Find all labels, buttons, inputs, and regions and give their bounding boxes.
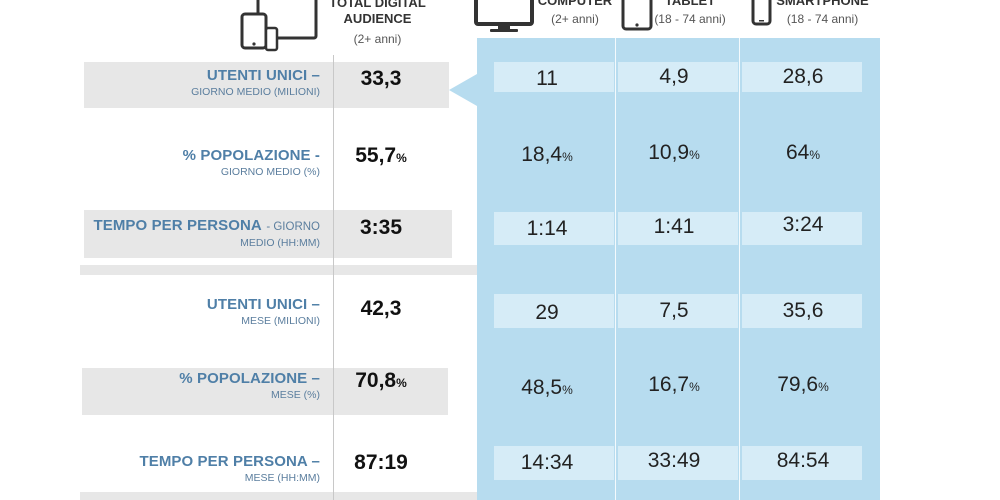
panel-divider-1	[615, 38, 616, 500]
monitor-icon	[474, 0, 534, 32]
total-value-2: 55,7%	[355, 144, 407, 167]
tablet-value-3: 1:41	[653, 215, 695, 238]
row-label-5: % POPOLAZIONE – MESE (%)	[40, 371, 320, 403]
computer-title: COMPUTER	[537, 0, 613, 8]
tablet-value-6: 33:49	[647, 449, 701, 472]
panel-divider-2	[739, 38, 740, 500]
row-label-5-main: % POPOLAZIONE –	[179, 370, 320, 387]
smartphone-title: SMARTPHONE	[776, 0, 869, 8]
row-label-6: TEMPO PER PERSONA – MESE (HH:MM)	[40, 454, 320, 486]
row-label-3: TEMPO PER PERSONA - GIORNO MEDIO (HH:MM)	[40, 218, 320, 251]
tablet-value-4: 7,5	[659, 299, 689, 322]
cell-bg-r1-c1	[494, 62, 614, 92]
cell-bg-r4-c1	[494, 294, 614, 328]
row-label-6-main: TEMPO PER PERSONA –	[139, 453, 320, 470]
total-audience-sub: (2+ anni)	[353, 32, 402, 46]
total-audience-title: TOTAL DIGITAL AUDIENCE	[320, 0, 435, 27]
cell-bg-r3-c2	[618, 212, 738, 245]
smartphone-value-6: 84:54	[776, 449, 830, 472]
computer-value-4: 29	[535, 301, 559, 324]
tablet-value-5: 16,7%	[648, 373, 700, 396]
row-label-1-main: UTENTI UNICI –	[206, 67, 320, 84]
row-label-2-sub: GIORNO MEDIO (%)	[220, 166, 320, 178]
total-value-4: 42,3	[360, 297, 402, 320]
cell-bg-r4-c3	[742, 294, 862, 328]
tablet-value-1: 4,9	[659, 65, 689, 88]
row-bg-5	[82, 368, 448, 415]
row-bg-3	[84, 210, 452, 258]
total-value-3: 3:35	[359, 216, 403, 239]
row-label-2-main: % POPOLAZIONE -	[182, 147, 320, 164]
computer-value-5: 48,5%	[521, 376, 573, 399]
cell-bg-r3-c1	[494, 212, 614, 245]
devices-panel	[477, 38, 880, 500]
total-title-line-1: TOTAL DIGITAL	[329, 0, 426, 10]
cell-bg-r6-c2	[618, 446, 738, 480]
cell-bg-r3-c3	[742, 212, 862, 245]
tablet-icon	[621, 0, 653, 31]
row-label-1: UTENTI UNICI – GIORNO MEDIO (MILIONI)	[40, 68, 320, 100]
cell-bg-r4-c2	[618, 294, 738, 328]
total-value-6: 87:19	[354, 451, 408, 474]
smartphone-value-4: 35,6	[782, 299, 824, 322]
smartphone-value-5: 79,6%	[777, 373, 829, 396]
smartphone-value-2: 64%	[785, 141, 821, 164]
row-label-5-sub: MESE (%)	[270, 389, 320, 401]
smartphone-value-3: 3:24	[782, 213, 824, 236]
computer-value-6: 14:34	[520, 451, 574, 474]
row-label-4-sub: MESE (MILIONI)	[241, 315, 320, 327]
row-label-3-inline: - GIORNO	[266, 221, 320, 233]
cell-bg-r1-c2	[618, 62, 738, 92]
label-column-divider	[333, 55, 334, 500]
computer-sub: (2+ anni)	[551, 12, 599, 26]
row-label-6-sub: MESE (HH:MM)	[244, 472, 320, 484]
row-bg-1	[84, 62, 449, 108]
multi-device-icon	[240, 0, 318, 52]
cell-bg-r6-c3	[742, 446, 862, 480]
row-label-4-main: UTENTI UNICI –	[206, 296, 320, 313]
row-label-4: UTENTI UNICI – MESE (MILIONI)	[40, 297, 320, 329]
panel-pointer	[449, 74, 477, 106]
section-divider	[80, 265, 862, 275]
computer-value-1: 11	[536, 67, 558, 90]
row-label-1-sub: GIORNO MEDIO (MILIONI)	[191, 86, 320, 98]
total-value-1: 33,3	[360, 67, 402, 90]
row-label-2: % POPOLAZIONE - GIORNO MEDIO (%)	[40, 148, 320, 180]
tablet-value-2: 10,9%	[648, 141, 700, 164]
cell-bg-r6-c1	[494, 446, 614, 480]
total-value-5: 70,8%	[355, 369, 407, 392]
row-label-3-main: TEMPO PER PERSONA	[93, 217, 262, 234]
smartphone-value-1: 28,6	[782, 65, 824, 88]
total-title-line-2: AUDIENCE	[343, 11, 412, 26]
smartphone-sub: (18 - 74 anni)	[786, 12, 859, 26]
smartphone-icon	[751, 0, 772, 26]
row-label-3-sub: MEDIO (HH:MM)	[240, 237, 320, 249]
tablet-title: TABLET	[664, 0, 716, 8]
tablet-sub: (18 - 74 anni)	[654, 12, 726, 26]
computer-value-3: 1:14	[526, 217, 568, 240]
cell-bg-r1-c3	[742, 62, 862, 92]
computer-value-2: 18,4%	[521, 143, 573, 166]
